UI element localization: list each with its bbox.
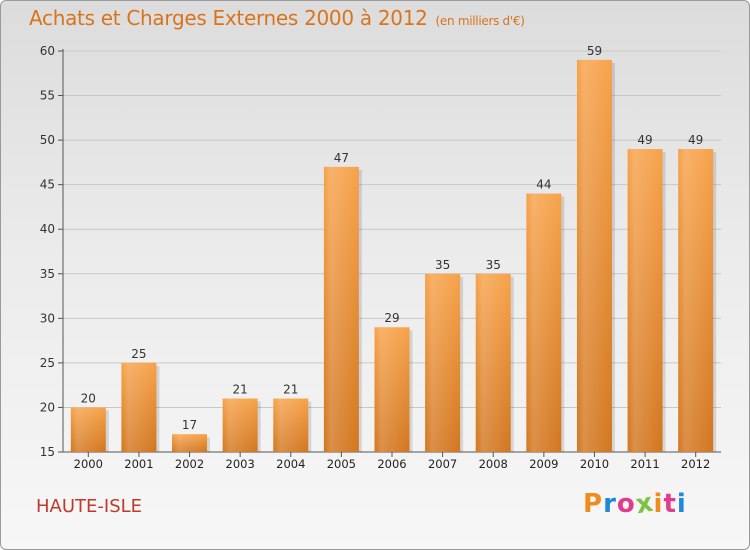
commune-name: HAUTE-ISLE xyxy=(36,496,143,517)
y-tick-label: 30 xyxy=(40,311,55,325)
y-tick-label: 40 xyxy=(40,222,55,236)
x-tick-label: 2000 xyxy=(74,457,103,471)
bar-highlight xyxy=(121,362,157,452)
bar-highlight xyxy=(172,434,208,452)
x-tick-label: 2010 xyxy=(580,457,609,471)
y-tick-label: 20 xyxy=(40,400,55,414)
x-tick-label: 2003 xyxy=(226,457,255,471)
data-label: 21 xyxy=(233,383,248,397)
y-tick-label: 45 xyxy=(40,178,55,192)
bar-highlight xyxy=(323,166,359,452)
x-tick-label: 2005 xyxy=(327,457,356,471)
data-label: 47 xyxy=(334,151,349,165)
y-tick-label: 50 xyxy=(40,133,55,147)
logo-letter: o xyxy=(616,489,636,519)
data-label: 29 xyxy=(384,311,399,325)
x-tick-label: 2012 xyxy=(681,457,710,471)
data-label: 25 xyxy=(131,347,146,361)
data-label: 35 xyxy=(435,258,450,272)
logo-letter: r xyxy=(603,489,617,519)
y-tick-label: 60 xyxy=(40,44,55,58)
y-tick-label: 35 xyxy=(40,267,55,281)
logo-letter: t xyxy=(663,489,677,519)
y-tick-label: 15 xyxy=(40,445,55,459)
bar-highlight xyxy=(475,273,511,452)
bar-highlight xyxy=(678,149,714,452)
logo-letter: i xyxy=(653,489,664,519)
bar-highlight xyxy=(576,59,612,453)
x-tick-label: 2007 xyxy=(428,457,457,471)
label-layer: 2000 20 2001 25 2002 17 2003 21 2004 21 2005 47 2006… xyxy=(74,44,711,471)
bar-layer xyxy=(70,59,717,453)
bar-highlight xyxy=(70,407,106,452)
data-label: 17 xyxy=(182,418,197,432)
data-label: 35 xyxy=(486,258,501,272)
x-tick-label: 2001 xyxy=(124,457,153,471)
chart-subtitle: (en milliers d'€) xyxy=(435,14,525,28)
data-label: 49 xyxy=(637,133,652,147)
logo-letter: P xyxy=(583,489,604,519)
data-label: 44 xyxy=(536,178,551,192)
proxiti-logo[interactable]: Proxiti xyxy=(583,488,687,521)
data-label: 59 xyxy=(587,44,602,58)
x-tick-label: 2011 xyxy=(630,457,659,471)
data-label: 20 xyxy=(81,391,96,405)
bar-highlight xyxy=(273,398,309,452)
data-label: 49 xyxy=(688,133,703,147)
x-tick-label: 2006 xyxy=(377,457,406,471)
bar-highlight xyxy=(526,193,562,453)
bar-highlight xyxy=(374,327,410,452)
bar-highlight xyxy=(222,398,258,452)
x-tick-label: 2008 xyxy=(479,457,508,471)
y-tick-label: 55 xyxy=(40,89,55,103)
bar-highlight xyxy=(627,149,663,452)
chart-title-block: Achats et Charges Externes 2000 à 2012 (e… xyxy=(29,6,525,30)
logo-letter: i xyxy=(676,489,687,519)
chart-title: Achats et Charges Externes 2000 à 2012 xyxy=(29,6,428,30)
bar-highlight xyxy=(425,273,461,452)
x-tick-label: 2002 xyxy=(175,457,204,471)
data-label: 21 xyxy=(283,383,298,397)
x-tick-label: 2004 xyxy=(276,457,305,471)
x-tick-label: 2009 xyxy=(529,457,558,471)
y-tick-label: 25 xyxy=(40,356,55,370)
